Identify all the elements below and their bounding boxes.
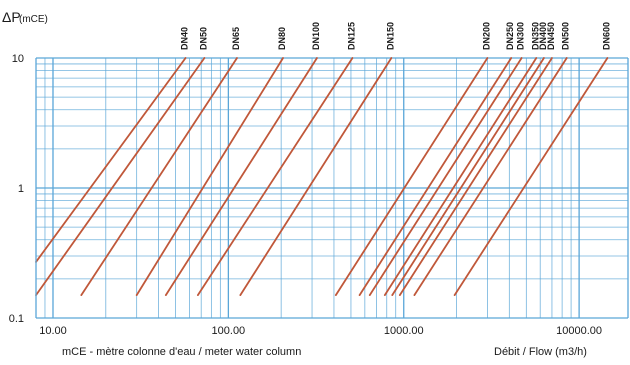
x-tick-label: 100.00 <box>212 325 246 337</box>
series-line-dn65 <box>80 57 238 297</box>
series-line-dn250 <box>358 57 513 297</box>
series-label-dn400: DN400 <box>538 22 548 50</box>
series-labels: DN40 DN50 DN65 DN80 DN100 DN125 DN150 DN200 DN25… <box>180 22 612 50</box>
series-label-dn200: DN200 <box>481 22 491 50</box>
series-label-dn125: DN125 <box>346 22 356 50</box>
series-line-dn300 <box>368 57 523 297</box>
series-line-dn125 <box>196 57 354 297</box>
series-line-dn150 <box>239 57 393 297</box>
footer-left-note: mCE - mètre colonne d'eau / meter water … <box>62 346 302 358</box>
series-line-dn80 <box>135 57 284 297</box>
series-line-dn450 <box>398 57 553 297</box>
y-tick-label: 10 <box>12 53 24 65</box>
y-axis-unit: (mCE) <box>19 14 48 25</box>
footer-right-note: Débit / Flow (m3/h) <box>494 346 587 358</box>
x-tick-label: 1000.00 <box>384 325 424 337</box>
series-label-dn450: DN450 <box>546 22 556 50</box>
series-label-dn300: DN300 <box>516 22 526 50</box>
grid <box>35 57 628 319</box>
series-line-dn50 <box>35 57 206 297</box>
series-label-dn100: DN100 <box>311 22 321 50</box>
series-label-dn500: DN500 <box>561 22 571 50</box>
series-line-dn600 <box>453 57 609 297</box>
series-line-dn100 <box>164 57 318 297</box>
series-line-dn40 <box>35 57 187 263</box>
series-lines <box>35 57 609 297</box>
series-label-dn80: DN80 <box>277 27 287 50</box>
series-line-dn200 <box>334 57 489 297</box>
x-tick-label: 10000.00 <box>556 325 602 337</box>
series-label-dn350: DN350 <box>530 22 540 50</box>
series-label-dn65: DN65 <box>231 27 241 50</box>
series-label-dn150: DN150 <box>385 22 395 50</box>
series-label-dn600: DN600 <box>601 22 611 50</box>
series-line-dn400 <box>391 57 545 297</box>
y-tick-label: 1 <box>18 183 24 195</box>
y-axis-title: ΔP <box>2 9 21 25</box>
y-tick-label: 0.1 <box>9 313 24 325</box>
series-line-dn350 <box>383 57 538 297</box>
series-label-dn250: DN250 <box>505 22 515 50</box>
series-label-dn40: DN40 <box>180 27 190 50</box>
axes: 10.00 100.00 1000.00 10000.00 10 1 0.1 <box>9 53 629 337</box>
series-label-dn50: DN50 <box>198 27 208 50</box>
x-tick-label: 10.00 <box>39 325 67 337</box>
series-line-dn500 <box>413 57 568 297</box>
